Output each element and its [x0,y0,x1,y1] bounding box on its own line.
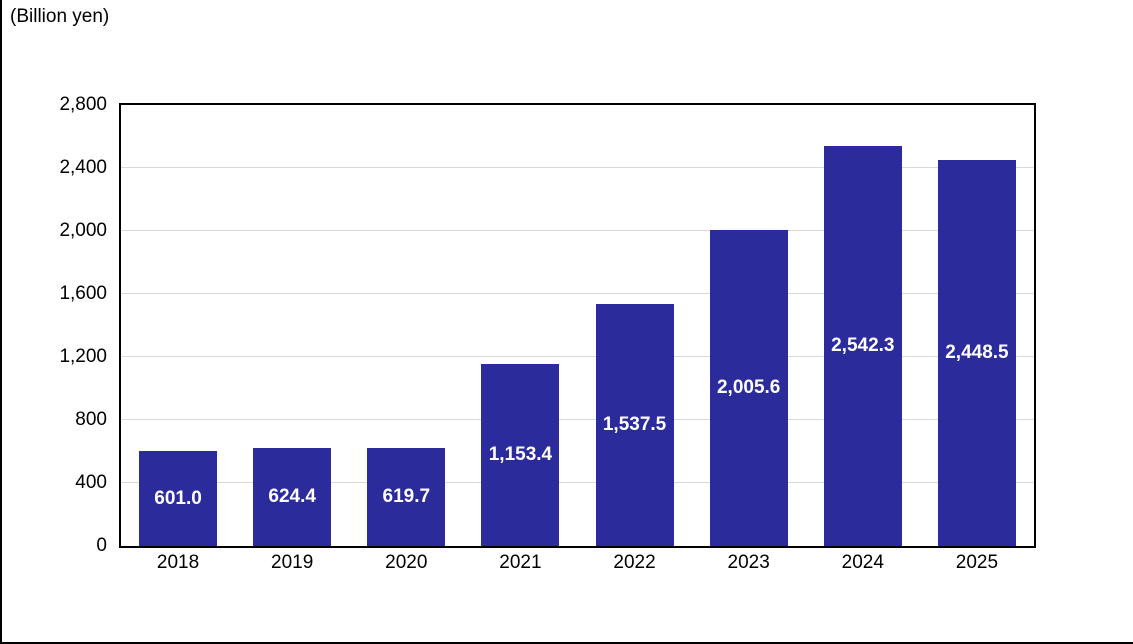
bar-value-label: 1,153.4 [488,444,553,466]
bar-value-label: 624.4 [268,485,316,507]
bar-2018: 601.0 [139,451,218,546]
x-axis-tick-labels: 2018 2019 2020 2021 2022 2023 2024 2025 [121,552,1034,576]
bar-value-label: 619.7 [382,486,431,508]
gridline [121,482,1034,483]
bar-2021: 1,153.4 [481,364,560,546]
y-tick-label: 2,000 [59,220,107,241]
bar-2025: 2,448.5 [937,160,1016,546]
bar-2019: 624.4 [253,447,332,546]
plot-area: 601.0 624.4 619.7 1,153.4 1,537.5 2,005.6 2,54… [119,103,1036,548]
y-tick-label: 2,400 [59,157,107,178]
bar-value-label: 2,448.5 [945,342,1009,364]
x-tick-label: 2024 [841,552,884,573]
x-tick-label: 2018 [156,552,200,573]
y-tick-label: 1,600 [59,283,107,304]
gridline [121,419,1034,420]
bar-value-label: 2,542.3 [831,334,895,356]
x-tick-label: 2019 [271,552,314,573]
x-tick-label: 2020 [385,552,428,573]
bar-value-label: 1,537.5 [602,413,667,435]
gridline [121,230,1034,231]
x-tick-label: 2025 [955,552,999,573]
gridline [121,167,1034,168]
y-tick-label: 800 [75,409,107,430]
bar-2022: 1,537.5 [595,303,674,546]
x-tick-label: 2022 [613,552,656,573]
bar-2023: 2,005.6 [709,230,788,546]
y-tick-label: 0 [96,535,107,556]
bar-2024: 2,542.3 [823,145,902,546]
y-axis-tick-labels: 0 400 800 1,200 1,600 2,000 2,400 2,800 [2,94,107,556]
x-tick-label: 2023 [727,552,770,573]
y-tick-label: 1,200 [59,346,107,367]
y-tick-label: 2,800 [59,94,107,115]
gridline [121,356,1034,357]
gridline [121,293,1034,294]
y-tick-label: 400 [75,472,107,493]
bar-value-label: 601.0 [154,487,202,509]
y-axis-unit-label: (Billion yen) [10,6,110,27]
bar-value-label: 2,005.6 [716,377,781,399]
bar-2020: 619.7 [367,448,446,546]
x-tick-label: 2021 [499,552,542,573]
